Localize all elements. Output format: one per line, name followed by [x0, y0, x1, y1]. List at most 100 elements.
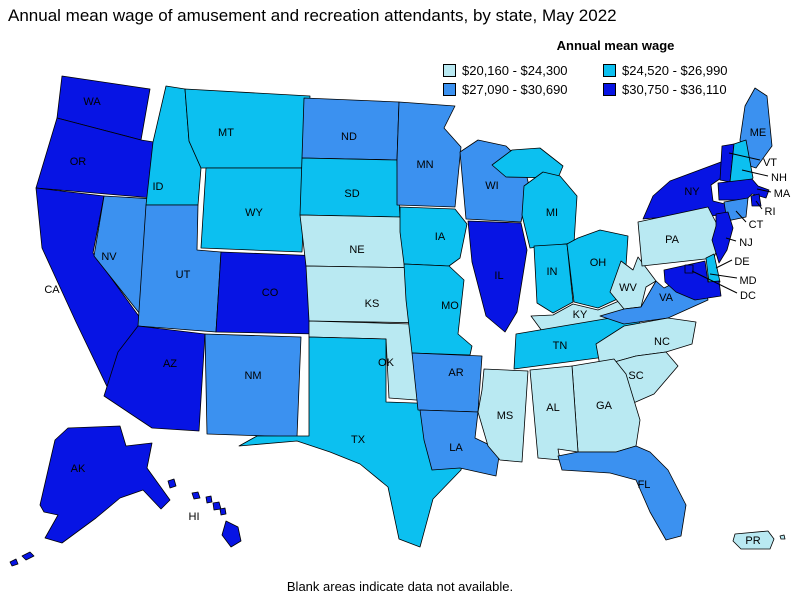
legend-swatch-3: [443, 83, 456, 96]
state-MD[interactable]: [663, 260, 722, 301]
state-label-IA: IA: [435, 231, 446, 243]
leader-CT: [735, 210, 747, 223]
state-LA[interactable]: [419, 409, 501, 477]
state-label-MO: MO: [441, 300, 459, 312]
state-label-NV: NV: [101, 251, 117, 263]
state-label-ND: ND: [341, 131, 357, 143]
state-label-KY: KY: [573, 309, 588, 321]
legend-label-4: $30,750 - $36,110: [622, 82, 727, 97]
state-AK-island-2[interactable]: [9, 558, 19, 567]
state-label-NH: NH: [771, 172, 787, 184]
state-MI-upper-peninsula[interactable]: [491, 147, 564, 179]
footnote: Blank areas indicate data not available.: [286, 579, 514, 594]
state-ND[interactable]: [301, 97, 400, 161]
state-label-WV: WV: [619, 282, 637, 294]
state-label-OR: OR: [70, 156, 87, 168]
legend-grid: $20,160 - $24,300 $24,520 - $26,990 $27,…: [443, 63, 788, 97]
state-DE[interactable]: [705, 253, 721, 284]
legend-swatch-2: [603, 64, 616, 77]
legend-title: Annual mean wage: [556, 38, 675, 53]
legend-entry-4: $30,750 - $36,110: [603, 82, 788, 97]
legend: Annual mean wage $20,160 - $24,300 $24,5…: [443, 38, 788, 97]
state-label-CT: CT: [749, 219, 764, 231]
leader-VT: [728, 152, 761, 161]
state-DC[interactable]: [684, 264, 694, 274]
state-label-MS: MS: [497, 410, 514, 422]
state-label-CA: CA: [44, 284, 60, 296]
legend-label-2: $24,520 - $26,990: [622, 63, 728, 78]
leader-DE: [715, 259, 733, 269]
state-label-AR: AR: [448, 367, 463, 379]
state-IL[interactable]: [467, 220, 528, 333]
state-AR[interactable]: [411, 352, 483, 413]
state-label-SD: SD: [344, 188, 359, 200]
state-HI-island-3[interactable]: [205, 495, 213, 504]
state-label-SC: SC: [628, 370, 643, 382]
state-MI[interactable]: [521, 171, 578, 249]
state-label-NJ: NJ: [739, 237, 752, 249]
state-label-WI: WI: [485, 180, 498, 192]
state-label-NC: NC: [654, 336, 670, 348]
state-label-RI: RI: [765, 206, 776, 218]
legend-label-1: $20,160 - $24,300: [462, 63, 568, 78]
leader-RI: [755, 200, 763, 210]
state-RI[interactable]: [750, 193, 762, 207]
state-HI-big-island[interactable]: [221, 520, 242, 548]
state-label-WA: WA: [83, 96, 101, 108]
state-HI-island-1[interactable]: [167, 478, 177, 489]
state-MO[interactable]: [403, 263, 473, 356]
state-label-MA: MA: [774, 188, 791, 200]
state-label-NY: NY: [684, 186, 700, 198]
state-label-DC: DC: [740, 290, 756, 302]
state-label-MN: MN: [416, 159, 433, 171]
state-PR-islet[interactable]: [779, 534, 786, 540]
state-AL[interactable]: [529, 365, 579, 461]
state-label-IN: IN: [547, 266, 558, 278]
legend-entry-3: $27,090 - $30,690: [443, 82, 603, 97]
legend-entry-2: $24,520 - $26,990: [603, 63, 788, 78]
state-PR[interactable]: [732, 530, 775, 550]
legend-swatch-1: [443, 64, 456, 77]
state-label-FL: FL: [638, 479, 651, 491]
state-label-NM: NM: [244, 370, 261, 382]
state-label-UT: UT: [176, 269, 191, 281]
state-label-AL: AL: [546, 402, 559, 414]
leader-MA: [756, 188, 772, 193]
state-label-HI: HI: [189, 511, 200, 523]
state-AK[interactable]: [39, 425, 171, 544]
state-label-PR: PR: [745, 535, 760, 547]
state-NJ[interactable]: [711, 211, 734, 264]
state-FL[interactable]: [557, 445, 687, 541]
state-label-DE: DE: [734, 256, 749, 268]
state-label-MT: MT: [218, 127, 234, 139]
state-label-KS: KS: [365, 298, 380, 310]
state-label-MI: MI: [546, 207, 558, 219]
leader-MD: [709, 273, 738, 279]
state-MT[interactable]: [184, 88, 311, 169]
leader-NH: [741, 169, 769, 177]
state-label-AZ: AZ: [163, 358, 177, 370]
state-label-OH: OH: [590, 257, 607, 269]
state-HI-island-5[interactable]: [219, 507, 227, 516]
state-IN[interactable]: [533, 243, 574, 314]
state-label-LA: LA: [449, 442, 463, 454]
state-label-TX: TX: [351, 434, 366, 446]
leader-DC: [691, 270, 738, 294]
legend-entry-1: $20,160 - $24,300: [443, 63, 603, 78]
state-label-TN: TN: [553, 340, 568, 352]
state-MN[interactable]: [396, 101, 462, 208]
state-WY[interactable]: [200, 167, 307, 253]
state-HI-island-2[interactable]: [191, 491, 201, 500]
state-label-NE: NE: [349, 244, 364, 256]
state-label-ID: ID: [153, 181, 164, 193]
state-AK-island-1[interactable]: [21, 551, 35, 561]
state-IA[interactable]: [399, 206, 468, 267]
state-label-PA: PA: [665, 234, 680, 246]
page-title: Annual mean wage of amusement and recrea…: [8, 6, 617, 25]
state-label-AK: AK: [71, 463, 86, 475]
state-NM[interactable]: [204, 333, 302, 438]
state-MS[interactable]: [477, 368, 529, 463]
state-label-ME: ME: [750, 127, 767, 139]
